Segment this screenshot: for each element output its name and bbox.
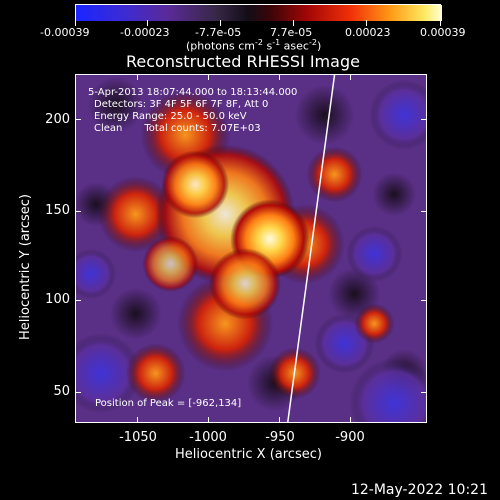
x-tick — [279, 417, 280, 423]
x-tick-label: -1050 — [119, 430, 157, 445]
colorbar-tick — [366, 20, 367, 26]
colorbar-tick — [75, 20, 76, 26]
y-tick-label: 200 — [45, 112, 70, 127]
image-plot: 5-Apr-2013 18:07:44.000 to 18:13:44.000 … — [75, 74, 427, 423]
x-tick — [208, 417, 209, 423]
y-tick-label: 150 — [45, 203, 70, 218]
y-axis-title: Heliocentric Y (arcsec) — [18, 194, 33, 340]
solar-limb-line — [287, 75, 336, 422]
colorbar-tick — [220, 20, 221, 26]
plot-title: Reconstructed RHESSI Image — [126, 52, 360, 71]
x-tick-label: -1000 — [189, 430, 227, 445]
x-axis-title: Heliocentric X (arcsec) — [175, 447, 322, 462]
colorbar-units-label: (photons cm-2 s-1 asec-2) — [186, 38, 322, 53]
colorbar-tick-label: -0.00023 — [120, 26, 170, 39]
colorbar-gradient — [76, 5, 442, 21]
y-tick — [75, 392, 81, 393]
x-tick — [350, 417, 351, 423]
x-tick-label: -950 — [265, 430, 295, 445]
colorbar-tick-label: -0.00039 — [40, 26, 90, 39]
colorbar-tick — [147, 20, 148, 26]
x-tick-top — [137, 74, 138, 80]
colorbar — [75, 4, 442, 21]
y-tick — [75, 119, 81, 120]
y-tick-right — [421, 300, 427, 301]
peak-position-label: Position of Peak = [-962,134] — [95, 398, 242, 409]
overlay-detectors: Detectors: 3F 4F 5F 6F 7F 8F, Att 0 — [94, 99, 269, 110]
x-tick-top — [350, 74, 351, 80]
y-tick-right — [421, 392, 427, 393]
colorbar-tick-label: 0.00039 — [420, 26, 466, 39]
overlay-energy-range: Energy Range: 25.0 - 50.0 keV — [94, 111, 247, 122]
colorbar-tick-label: 0.00023 — [345, 26, 391, 39]
colorbar-tick — [440, 20, 441, 26]
colorbar-tick-label: -7.7e-05 — [195, 26, 242, 39]
y-tick-right — [421, 211, 427, 212]
footer-timestamp: 12-May-2022 10:21 — [350, 482, 488, 498]
y-tick — [75, 211, 81, 212]
overlay-time-range: 5-Apr-2013 18:07:44.000 to 18:13:44.000 — [88, 87, 298, 98]
x-tick-top — [279, 74, 280, 80]
x-tick — [137, 417, 138, 423]
y-tick-right — [421, 119, 427, 120]
colorbar-tick-label: 7.7e-05 — [270, 26, 313, 39]
x-tick-label: -900 — [335, 430, 365, 445]
y-tick — [75, 300, 81, 301]
reconstructed-image — [76, 75, 426, 422]
y-tick-label: 50 — [53, 384, 70, 399]
x-tick-top — [208, 74, 209, 80]
y-tick-label: 100 — [45, 292, 70, 307]
colorbar-tick — [293, 20, 294, 26]
overlay-clean: Clean Total counts: 7.07E+03 — [94, 123, 261, 134]
